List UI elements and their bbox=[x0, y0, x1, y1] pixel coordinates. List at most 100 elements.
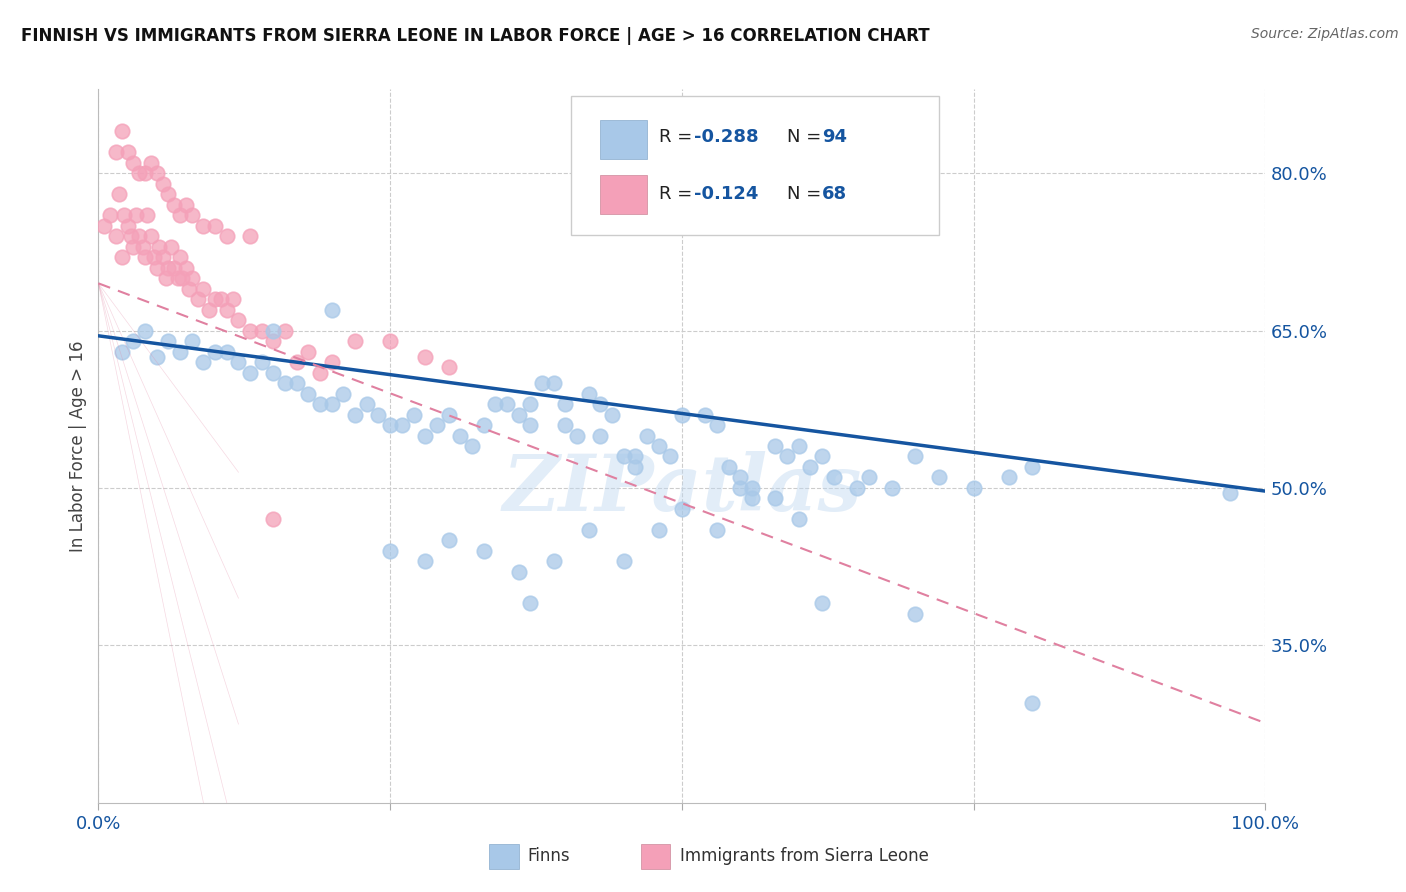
Point bbox=[239, 366, 262, 380]
Point bbox=[578, 523, 600, 537]
Point bbox=[402, 408, 425, 422]
Point bbox=[413, 350, 436, 364]
Point bbox=[111, 124, 134, 138]
Point bbox=[647, 523, 669, 537]
Point bbox=[297, 386, 319, 401]
Point bbox=[239, 324, 262, 338]
Point bbox=[380, 544, 402, 558]
Point bbox=[846, 481, 869, 495]
Point bbox=[136, 208, 159, 222]
Point bbox=[624, 450, 647, 464]
Point bbox=[221, 292, 243, 306]
Point bbox=[122, 334, 145, 348]
Point bbox=[565, 428, 588, 442]
Point bbox=[730, 470, 752, 484]
Point bbox=[472, 544, 495, 558]
Point bbox=[125, 208, 148, 222]
Point bbox=[321, 302, 343, 317]
Point bbox=[139, 155, 162, 169]
Point bbox=[262, 324, 284, 338]
Text: -0.124: -0.124 bbox=[693, 186, 758, 203]
Point bbox=[112, 208, 135, 222]
Text: Immigrants from Sierra Leone: Immigrants from Sierra Leone bbox=[679, 847, 928, 865]
Point bbox=[169, 344, 191, 359]
Point bbox=[763, 491, 786, 506]
Point bbox=[636, 428, 658, 442]
Point bbox=[344, 334, 367, 348]
Point bbox=[519, 397, 541, 411]
Point bbox=[104, 145, 127, 160]
Point bbox=[262, 512, 284, 526]
Point bbox=[215, 344, 238, 359]
Point bbox=[193, 355, 215, 369]
Point bbox=[250, 324, 273, 338]
Point bbox=[776, 450, 799, 464]
Point bbox=[111, 344, 134, 359]
Point bbox=[155, 271, 177, 285]
Point bbox=[274, 376, 297, 390]
Text: Source: ZipAtlas.com: Source: ZipAtlas.com bbox=[1251, 27, 1399, 41]
Point bbox=[449, 428, 471, 442]
Point bbox=[321, 355, 343, 369]
Point bbox=[143, 250, 166, 264]
Point bbox=[309, 366, 332, 380]
Point bbox=[437, 408, 460, 422]
Point bbox=[321, 397, 343, 411]
Point bbox=[659, 450, 682, 464]
Point bbox=[472, 417, 495, 432]
Point bbox=[193, 282, 215, 296]
Point bbox=[209, 292, 232, 306]
Point bbox=[239, 229, 262, 244]
Text: FINNISH VS IMMIGRANTS FROM SIERRA LEONE IN LABOR FORCE | AGE > 16 CORRELATION CH: FINNISH VS IMMIGRANTS FROM SIERRA LEONE … bbox=[21, 27, 929, 45]
Point bbox=[1021, 696, 1043, 710]
Point bbox=[146, 166, 169, 180]
Point bbox=[204, 219, 226, 233]
Text: 94: 94 bbox=[823, 128, 846, 146]
Point bbox=[671, 502, 693, 516]
Point bbox=[997, 470, 1019, 484]
Point bbox=[122, 239, 145, 253]
Point bbox=[671, 408, 693, 422]
Point bbox=[799, 460, 821, 475]
Point bbox=[437, 360, 460, 375]
Point bbox=[134, 250, 156, 264]
Point bbox=[763, 439, 786, 453]
Point bbox=[148, 239, 170, 253]
Point bbox=[187, 292, 209, 306]
Point bbox=[928, 470, 950, 484]
Point bbox=[508, 565, 530, 579]
Bar bbox=[600, 120, 647, 159]
Point bbox=[180, 271, 202, 285]
Point bbox=[787, 439, 810, 453]
Point bbox=[823, 470, 845, 484]
Point bbox=[811, 450, 834, 464]
Point bbox=[157, 187, 180, 202]
Text: R =: R = bbox=[658, 128, 697, 146]
Point bbox=[157, 334, 180, 348]
Point bbox=[344, 408, 367, 422]
Bar bbox=[489, 844, 519, 869]
Point bbox=[172, 271, 194, 285]
Bar bbox=[600, 175, 647, 214]
Text: 68: 68 bbox=[823, 186, 846, 203]
Point bbox=[98, 208, 121, 222]
Point bbox=[174, 197, 197, 211]
Text: ZIPatlas: ZIPatlas bbox=[502, 450, 862, 527]
Point bbox=[146, 260, 169, 275]
Point bbox=[166, 271, 188, 285]
Point bbox=[380, 334, 402, 348]
Point bbox=[461, 439, 484, 453]
Point bbox=[139, 229, 162, 244]
Point bbox=[215, 229, 238, 244]
Point bbox=[215, 302, 238, 317]
Point bbox=[613, 450, 636, 464]
Point bbox=[380, 417, 402, 432]
Point bbox=[695, 408, 717, 422]
FancyBboxPatch shape bbox=[571, 96, 939, 235]
Text: Finns: Finns bbox=[527, 847, 571, 865]
Point bbox=[108, 187, 131, 202]
Point bbox=[163, 260, 186, 275]
Point bbox=[132, 239, 155, 253]
Point bbox=[169, 250, 191, 264]
Point bbox=[120, 229, 142, 244]
